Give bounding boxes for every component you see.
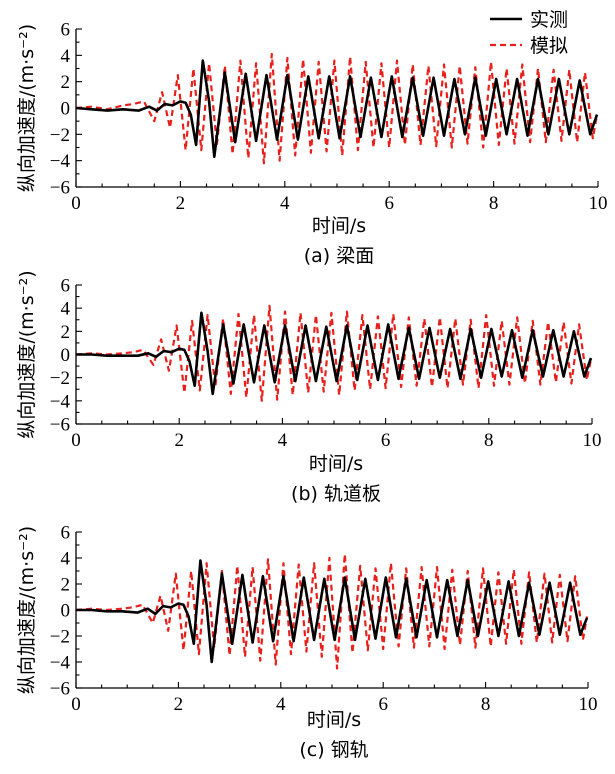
- y-tick-label: 0: [61, 345, 71, 366]
- chart-caption: (b) 轨道板: [291, 483, 381, 505]
- y-tick-label: 4: [61, 299, 71, 320]
- x-tick-label: 8: [489, 193, 499, 214]
- series-line-simulated: [75, 552, 589, 670]
- y-tick-label: −2: [50, 627, 70, 648]
- chart-caption: (a) 梁面: [304, 245, 375, 267]
- x-tick-label: 6: [378, 694, 388, 715]
- x-axis-label: 时间/s: [312, 215, 366, 237]
- y-tick-label: 2: [61, 72, 71, 93]
- y-tick-label: −2: [50, 368, 70, 389]
- y-tick-label: −4: [50, 653, 71, 674]
- y-tick-label: −6: [50, 415, 70, 436]
- x-axis-label: 时间/s: [307, 709, 361, 731]
- y-tick-label: 6: [61, 523, 71, 544]
- y-tick-label: 0: [61, 601, 71, 622]
- y-tick-label: 6: [61, 276, 71, 297]
- x-tick-label: 10: [583, 430, 602, 451]
- x-axis-label: 时间/s: [309, 453, 363, 475]
- x-tick-label: 6: [381, 430, 391, 451]
- y-tick-label: 2: [61, 322, 71, 343]
- x-tick-label: 0: [71, 694, 81, 715]
- y-tick-label: 4: [61, 46, 71, 67]
- y-axis-label: 纵向加速度/(m·s⁻²): [16, 24, 38, 192]
- x-tick-label: 10: [579, 694, 598, 715]
- series-line-measured: [75, 59, 599, 158]
- x-tick-label: 2: [176, 193, 186, 214]
- y-tick-label: 0: [61, 99, 71, 120]
- x-tick-label: 2: [174, 430, 184, 451]
- chart-panel-1: −6 −4 −2 0 2 4 6 0 2 4 6 8 10 时间/s 纵向加速度/(m·s⁻²) (a) 梁面…: [16, 9, 608, 267]
- series-line-measured: [76, 559, 589, 664]
- y-tick-label: −4: [50, 151, 71, 172]
- y-axis-label: 纵向加速度/(m·s⁻²): [16, 270, 38, 438]
- y-tick-label: −4: [50, 391, 71, 412]
- y-tick-label: 2: [61, 575, 71, 596]
- x-tick-label: 2: [174, 694, 184, 715]
- x-tick-label: 8: [484, 430, 494, 451]
- chart-caption: (c) 钢轨: [299, 739, 368, 761]
- y-tick-label: −2: [50, 125, 70, 146]
- x-tick-label: 4: [278, 430, 288, 451]
- x-tick-label: 4: [280, 193, 290, 214]
- x-tick-label: 8: [481, 694, 491, 715]
- y-tick-label: 4: [61, 549, 71, 570]
- series-line-simulated: [75, 304, 593, 402]
- chart-panel-3: −6 −4 −2 0 2 4 6 0 2 4 6 8 10 时间/s 纵向加速度/(m·s⁻²) (c) 钢轨: [16, 523, 598, 762]
- series-line-measured: [76, 311, 593, 396]
- x-tick-label: 0: [71, 430, 81, 451]
- legend-label-measured: 实测: [530, 9, 568, 31]
- x-tick-label: 6: [384, 193, 394, 214]
- x-tick-label: 4: [276, 694, 286, 715]
- x-tick-label: 0: [71, 193, 81, 214]
- x-tick-label: 10: [589, 193, 608, 214]
- legend-label-simulated: 模拟: [530, 35, 568, 57]
- y-tick-label: 6: [61, 20, 71, 41]
- y-axis-label: 纵向加速度/(m·s⁻²): [16, 526, 38, 694]
- y-tick-label: −6: [50, 679, 70, 700]
- y-tick-label: −6: [50, 178, 70, 199]
